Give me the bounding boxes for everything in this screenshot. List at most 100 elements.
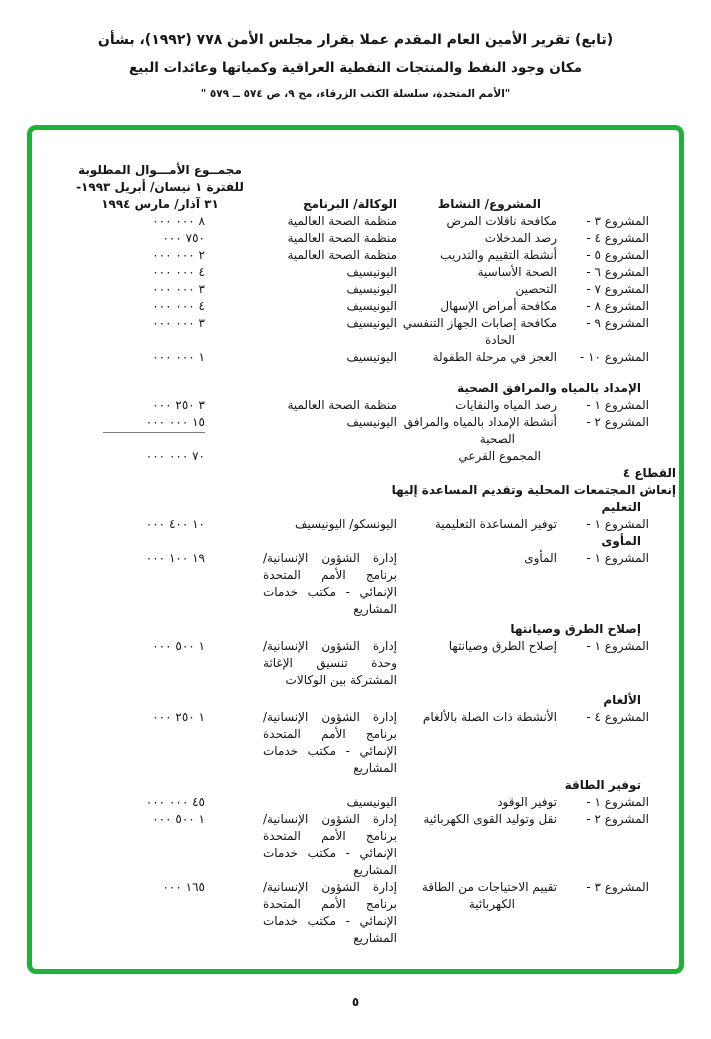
page-number: ٥ — [351, 995, 360, 1009]
project-agency: اليونيسيف — [346, 316, 397, 330]
project-agency: اليونيسيف — [346, 299, 397, 313]
subtotal-spacer — [257, 448, 397, 465]
project-label: المشروع ٨ - — [586, 299, 649, 313]
project-activity: نقل وتوليد القوى الكهربائية — [423, 812, 557, 826]
project-amount: ٣ ٠٠٠ ٠٠٠ — [152, 316, 205, 330]
project-amount: ١٩ ١٠٠ ٠٠٠ — [145, 551, 205, 565]
project-activity: رصد المدخلات — [484, 231, 557, 245]
project-agency: اليونيسيف — [346, 415, 397, 429]
project-label: المشروع ١٠ - — [579, 350, 649, 364]
project-amount: ٤ ٠٠٠ ٠٠٠ — [152, 265, 205, 279]
project-label: المشروع ١ - — [586, 639, 649, 653]
project-activity: توفير الوقود — [497, 795, 557, 809]
section-heading: الإمداد بالمياه والمرافق الصحية — [457, 381, 641, 395]
project-label: المشروع ٦ - — [586, 265, 649, 279]
section-heading: توفير الطاقة — [564, 778, 641, 792]
section-heading: الألغام — [603, 693, 641, 707]
project-amount-underlined: ١٥ ٠٠٠ ٠٠٠ — [102, 414, 257, 433]
header-line-1: (تابع) تقرير الأمين العام المقدم عملا بق… — [97, 32, 614, 48]
funds-table: المشروع/ النشاط الوكالة/ البرنامج مجمــو… — [32, 130, 679, 947]
project-label: المشروع ٢ - — [586, 415, 649, 429]
project-agency: إدارة الشؤون الإنسانية/ برنامج الأمم الم… — [263, 551, 397, 616]
project-label: المشروع ١ - — [586, 795, 649, 809]
project-activity: إصلاح الطرق وصيانتها — [448, 639, 557, 653]
section-heading: التعليم — [601, 500, 642, 514]
project-amount: ٤ ٠٠٠ ٠٠٠ — [152, 299, 205, 313]
project-amount: ١٠ ٤٠٠ ٠٠٠ — [145, 517, 205, 531]
table-border-box: المشروع/ النشاط الوكالة/ البرنامج مجمــو… — [27, 125, 684, 974]
project-activity: التحصين — [515, 282, 557, 296]
project-activity: الصحة الأساسية — [477, 265, 557, 279]
project-label: المشروع ٢ - — [586, 812, 649, 826]
project-agency: اليونيسيف — [346, 282, 397, 296]
project-label: المشروع ٧ - — [586, 282, 649, 296]
table-row: المشروع ٣ - تقييم الاحتياجات من الطاقة ا… — [32, 879, 679, 947]
project-activity: مكافحة ناقلات المرض — [446, 214, 557, 228]
project-agency: منظمة الصحة العالمية — [287, 214, 397, 228]
project-activity: تقييم الاحتياجات من الطاقة الكهربائية — [421, 880, 557, 911]
project-agency: إدارة الشؤون الإنسانية/ برنامج الأمم الم… — [263, 710, 397, 775]
project-agency: اليونيسيف — [346, 795, 397, 809]
subtotal-spacer — [557, 448, 649, 465]
column-header-project: المشروع/ النشاط — [437, 197, 541, 211]
table-row: المشروع ٧ - التحصين اليونيسيف ٣ ٠٠٠ ٠٠٠ — [32, 281, 679, 298]
project-agency: منظمة الصحة العالمية — [287, 231, 397, 245]
project-agency: اليونسكو/ اليونيسيف — [294, 517, 397, 531]
table-header-row: المشروع/ النشاط الوكالة/ البرنامج مجمــو… — [32, 162, 679, 213]
project-agency: اليونيسيف — [346, 265, 397, 279]
table-row: المشروع ٣ - مكافحة ناقلات المرض منظمة ال… — [32, 213, 679, 230]
column-header-agency: الوكالة/ البرنامج — [302, 197, 397, 211]
table-row: المشروع ٩ - مكافحة إصابات الجهاز التنفسي… — [32, 315, 679, 349]
project-activity: العجز في مرحلة الطفولة — [432, 350, 557, 364]
project-agency: منظمة الصحة العالمية — [287, 398, 397, 412]
project-activity: أنشطة الإمداد بالمياه والمرافق الصحية — [403, 415, 557, 446]
project-activity: رصد المياه والنفايات — [455, 398, 557, 412]
table-row: المشروع ٢ - أنشطة الإمداد بالمياه والمرا… — [32, 414, 679, 448]
table-row: المشروع ١ - توفير الوقود اليونيسيف ٤٥ ٠٠… — [32, 794, 679, 811]
project-amount: ٢ ٠٠٠ ٠٠٠ — [152, 248, 205, 262]
project-label: المشروع ٣ - — [586, 880, 649, 894]
project-amount: ١٦٥ ٠٠٠ — [162, 880, 205, 894]
project-amount: ١ ٢٥٠ ٠٠٠ — [152, 710, 205, 724]
project-amount: ١ ٠٠٠ ٠٠٠ — [152, 350, 205, 364]
project-activity: أنشطة التقييم والتدريب — [440, 248, 557, 262]
table-row: المشروع ٦ - الصحة الأساسية اليونيسيف ٤ ٠… — [32, 264, 679, 281]
amount-header-line-1: مجمــوع الأمـــوال المطلوبة — [78, 163, 242, 177]
project-amount: ٤٥ ٠٠٠ ٠٠٠ — [145, 795, 205, 809]
document-header: (تابع) تقرير الأمين العام المقدم عملا بق… — [0, 31, 711, 101]
table-row: المشروع ١ - المأوى إدارة الشؤون الإنساني… — [32, 550, 679, 618]
sector-label: القطاع ٤ — [622, 466, 676, 480]
table-row: المشروع ٤ - رصد المدخلات منظمة الصحة الع… — [32, 230, 679, 247]
project-agency: إدارة الشؤون الإنسانية/ برنامج الأمم الم… — [263, 812, 397, 877]
table-row: المشروع ١ - إصلاح الطرق وصيانتها إدارة ا… — [32, 638, 679, 689]
project-label: المشروع ٤ - — [586, 710, 649, 724]
project-label: المشروع ١ - — [586, 517, 649, 531]
project-activity: مكافحة أمراض الإسهال — [440, 299, 557, 313]
project-label: المشروع ١ - — [586, 398, 649, 412]
project-label: المشروع ٤ - — [586, 231, 649, 245]
table-row: المشروع ١٠ - العجز في مرحلة الطفولة اليو… — [32, 349, 679, 366]
subtotal-row: المجموع الفرعي ٧٠ ٠٠٠ ٠٠٠ — [32, 448, 679, 465]
column-header-amount: مجمــوع الأمـــوال المطلوبة للفترة ١ نيس… — [60, 162, 260, 213]
subtotal-label: المجموع الفرعي — [458, 449, 541, 463]
header-spacer — [557, 196, 649, 213]
sector-title: إنعاش المجتمعات المحلية وتقديم المساعدة … — [391, 483, 676, 497]
project-amount: ٣ ٢٥٠ ٠٠٠ — [152, 398, 205, 412]
table-row: المشروع ٨ - مكافحة أمراض الإسهال اليونيس… — [32, 298, 679, 315]
project-label: المشروع ٥ - — [586, 248, 649, 262]
table-row: المشروع ٢ - نقل وتوليد القوى الكهربائية … — [32, 811, 679, 879]
project-activity: مكافحة إصابات الجهاز التنفسي الحادة — [402, 316, 557, 347]
section-heading: المأوى — [601, 534, 641, 548]
project-agency: إدارة الشؤون الإنسانية/ برنامج الأمم الم… — [263, 880, 397, 945]
table-row: المشروع ٤ - الأنشطة ذات الصلة بالألغام إ… — [32, 709, 679, 777]
section-heading: إصلاح الطرق وصيانتها — [510, 622, 641, 636]
project-amount: ٣ ٠٠٠ ٠٠٠ — [152, 282, 205, 296]
table-row: المشروع ٥ - أنشطة التقييم والتدريب منظمة… — [32, 247, 679, 264]
table-row: المشروع ١ - توفير المساعدة التعليمية الي… — [32, 516, 679, 533]
subtotal-amount: ٧٠ ٠٠٠ ٠٠٠ — [145, 449, 205, 463]
project-agency: إدارة الشؤون الإنسانية/ وحدة تنسيق الإغا… — [263, 639, 397, 687]
header-citation: "الأمم المتحدة، سلسلة الكتب الزرقاء، مج … — [200, 88, 511, 100]
project-activity: الأنشطة ذات الصلة بالألغام — [422, 710, 557, 724]
project-amount: ٧٥٠ ٠٠٠ — [162, 231, 205, 245]
